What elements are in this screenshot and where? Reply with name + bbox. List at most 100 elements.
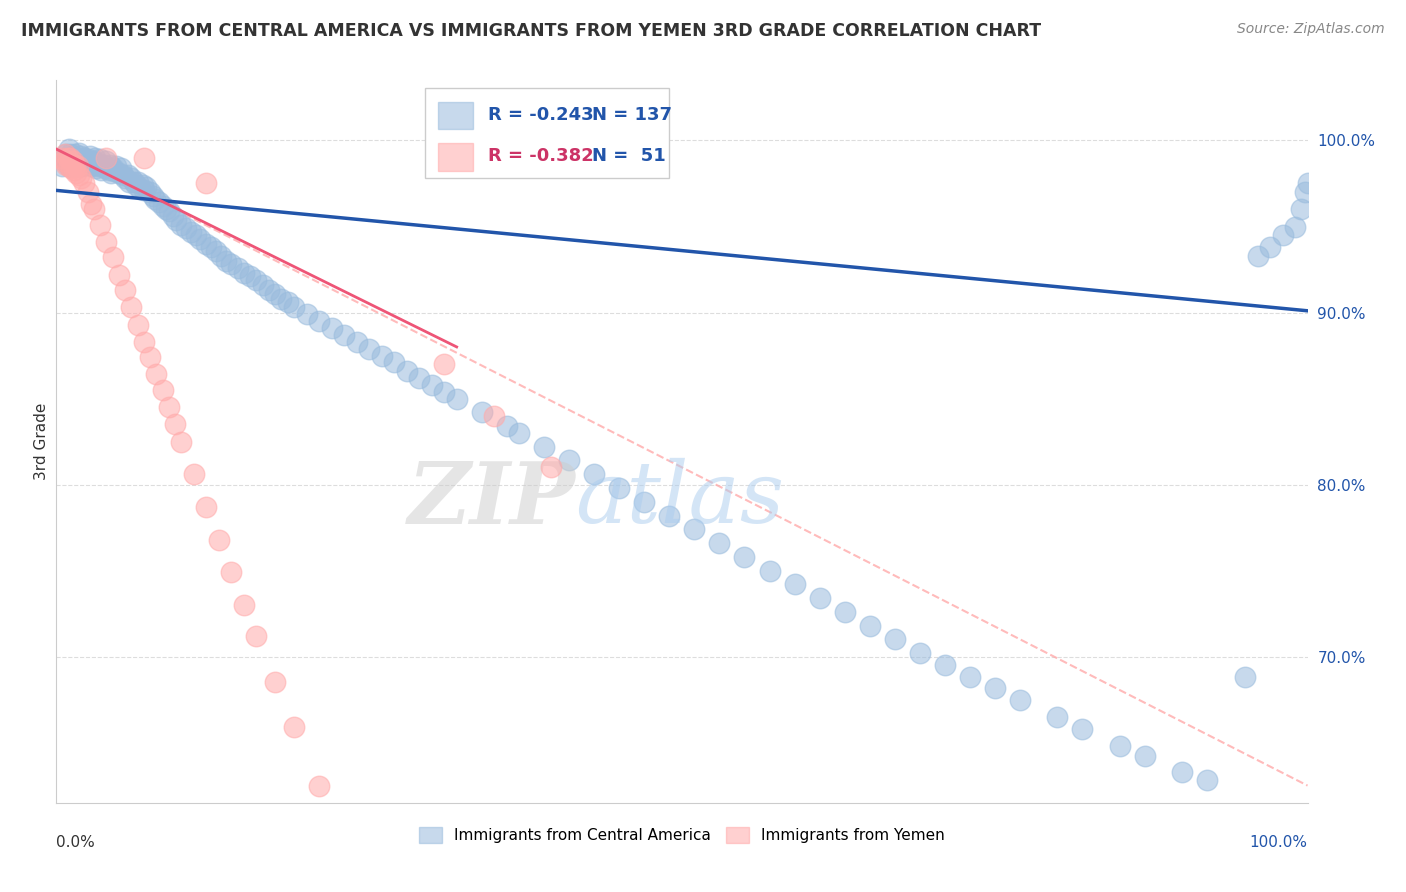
Point: [558, 453, 581, 467]
Point: [143, 192, 166, 206]
Point: [758, 564, 780, 578]
Point: [633, 494, 655, 508]
Point: [117, 168, 139, 182]
Point: [295, 307, 318, 321]
Point: [382, 355, 405, 369]
Point: [245, 629, 267, 643]
Point: [73, 177, 96, 191]
Text: IMMIGRANTS FROM CENTRAL AMERICA VS IMMIGRANTS FROM YEMEN 3RD GRADE CORRELATION C: IMMIGRANTS FROM CENTRAL AMERICA VS IMMIG…: [21, 22, 1042, 40]
Point: [395, 364, 418, 378]
Point: [65, 151, 87, 165]
Point: [239, 269, 262, 284]
Point: [51, 159, 73, 173]
Point: [66, 159, 89, 173]
Point: [433, 357, 456, 371]
Point: [209, 249, 232, 263]
Point: [433, 384, 456, 399]
Point: [205, 244, 228, 258]
Point: [188, 231, 211, 245]
Point: [58, 142, 80, 156]
Point: [1291, 202, 1313, 217]
Point: [98, 157, 121, 171]
Point: [609, 481, 631, 495]
Point: [101, 161, 124, 175]
Point: [165, 212, 187, 227]
Point: [97, 162, 120, 177]
Point: [120, 171, 142, 186]
Point: [105, 159, 128, 173]
Point: [709, 536, 731, 550]
Text: 0.0%: 0.0%: [56, 835, 96, 850]
Point: [1071, 722, 1094, 736]
Point: [65, 166, 87, 180]
Point: [165, 417, 187, 432]
Point: [79, 149, 101, 163]
Point: [934, 658, 956, 673]
Legend: Immigrants from Central America, Immigrants from Yemen: Immigrants from Central America, Immigra…: [413, 822, 950, 849]
Point: [139, 350, 162, 364]
Text: N = 137: N = 137: [592, 106, 672, 124]
Point: [283, 720, 305, 734]
Point: [101, 251, 124, 265]
Point: [308, 314, 330, 328]
Point: [132, 151, 155, 165]
Text: atlas: atlas: [575, 458, 785, 541]
Point: [195, 500, 218, 514]
Point: [63, 157, 86, 171]
Point: [1271, 228, 1294, 243]
Point: [67, 145, 90, 160]
Point: [58, 159, 80, 173]
Point: [96, 235, 118, 249]
Point: [321, 321, 343, 335]
Point: [264, 286, 287, 301]
Point: [1109, 739, 1132, 753]
Point: [62, 154, 84, 169]
Point: [734, 549, 756, 564]
Point: [408, 371, 430, 385]
Point: [533, 440, 555, 454]
Point: [131, 178, 153, 193]
Point: [359, 887, 381, 892]
Point: [114, 283, 136, 297]
Point: [83, 202, 105, 217]
Point: [683, 522, 706, 536]
Point: [484, 409, 506, 423]
Point: [96, 154, 118, 169]
Point: [132, 334, 155, 349]
Point: [183, 467, 205, 482]
Point: [1008, 692, 1031, 706]
Point: [100, 166, 122, 180]
Point: [129, 182, 152, 196]
Point: [783, 577, 806, 591]
Point: [89, 218, 111, 232]
Point: [76, 185, 98, 199]
Point: [62, 162, 84, 177]
Point: [583, 467, 606, 482]
Point: [52, 154, 75, 169]
FancyBboxPatch shape: [426, 87, 669, 178]
Point: [226, 260, 249, 275]
Point: [82, 154, 104, 169]
Point: [162, 209, 184, 223]
Point: [233, 266, 256, 280]
Point: [1197, 773, 1219, 788]
Point: [122, 175, 145, 189]
Point: [883, 632, 905, 647]
Point: [834, 605, 856, 619]
Point: [59, 151, 82, 165]
Point: [72, 154, 94, 169]
Point: [86, 156, 108, 170]
FancyBboxPatch shape: [437, 143, 472, 170]
Text: ZIP: ZIP: [408, 458, 575, 541]
Text: R = -0.243: R = -0.243: [488, 106, 593, 124]
Point: [94, 161, 117, 175]
Point: [148, 195, 170, 210]
Point: [127, 175, 149, 189]
Point: [908, 646, 931, 660]
Point: [200, 240, 222, 254]
Point: [55, 147, 77, 161]
Point: [257, 283, 280, 297]
Point: [125, 178, 148, 193]
Point: [80, 197, 103, 211]
Point: [70, 159, 93, 173]
